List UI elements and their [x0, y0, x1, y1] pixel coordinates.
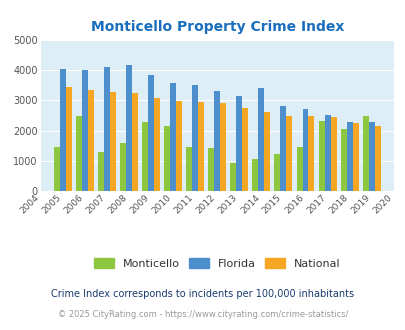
- Bar: [192, 84, 198, 191]
- Bar: [302, 110, 308, 191]
- Bar: [81, 70, 87, 191]
- Bar: [258, 88, 264, 191]
- Bar: [53, 148, 60, 191]
- Text: © 2025 CityRating.com - https://www.cityrating.com/crime-statistics/: © 2025 CityRating.com - https://www.city…: [58, 310, 347, 319]
- Bar: [220, 103, 226, 191]
- Text: Crime Index corresponds to incidents per 100,000 inhabitants: Crime Index corresponds to incidents per…: [51, 289, 354, 299]
- Bar: [132, 93, 138, 191]
- Title: Monticello Property Crime Index: Monticello Property Crime Index: [90, 20, 343, 34]
- Bar: [280, 106, 286, 191]
- Bar: [346, 121, 352, 191]
- Bar: [66, 87, 71, 191]
- Legend: Monticello, Florida, National: Monticello, Florida, National: [91, 255, 343, 272]
- Bar: [164, 126, 170, 191]
- Bar: [264, 112, 270, 191]
- Bar: [87, 90, 94, 191]
- Bar: [236, 96, 242, 191]
- Bar: [104, 67, 109, 191]
- Bar: [330, 117, 336, 191]
- Bar: [208, 148, 214, 191]
- Bar: [296, 148, 302, 191]
- Bar: [242, 108, 247, 191]
- Bar: [76, 115, 81, 191]
- Bar: [170, 83, 176, 191]
- Bar: [148, 75, 153, 191]
- Bar: [186, 148, 192, 191]
- Bar: [142, 121, 148, 191]
- Bar: [340, 129, 346, 191]
- Bar: [252, 159, 258, 191]
- Bar: [374, 126, 380, 191]
- Bar: [126, 65, 132, 191]
- Bar: [352, 123, 358, 191]
- Bar: [324, 115, 330, 191]
- Bar: [368, 121, 374, 191]
- Bar: [230, 163, 236, 191]
- Bar: [274, 154, 280, 191]
- Bar: [109, 92, 115, 191]
- Bar: [60, 69, 66, 191]
- Bar: [362, 116, 368, 191]
- Bar: [214, 91, 220, 191]
- Bar: [153, 98, 160, 191]
- Bar: [176, 101, 181, 191]
- Bar: [198, 102, 204, 191]
- Bar: [119, 143, 126, 191]
- Bar: [286, 115, 292, 191]
- Bar: [318, 121, 324, 191]
- Bar: [98, 152, 104, 191]
- Bar: [308, 116, 314, 191]
